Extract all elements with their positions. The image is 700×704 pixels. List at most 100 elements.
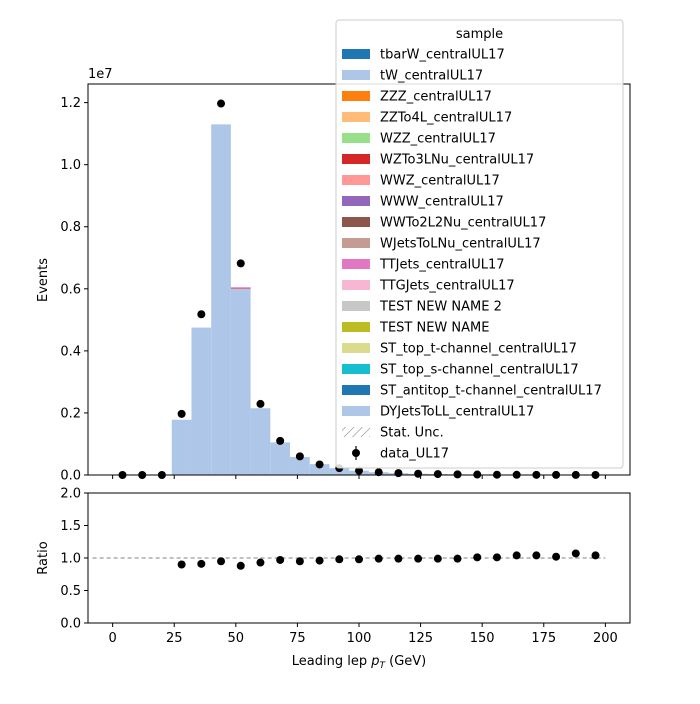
- ratio-y-axis: 0.0 0.5 1.0 1.5 2.0: [60, 487, 88, 632]
- data-point-17: [453, 470, 462, 479]
- data-point-4: [197, 310, 206, 319]
- bar-1-6: [230, 288, 251, 289]
- legend-swatch-8: [342, 217, 370, 227]
- legend-label-16: ST_antitop_t-channel_centralUL17: [380, 384, 602, 399]
- legend-label-14: ST_top_t-channel_centralUL17: [380, 342, 577, 357]
- ratio-point-7: [315, 556, 324, 565]
- ratio-point-20: [571, 549, 580, 558]
- top-y-tick-label-2: 0.4: [60, 344, 81, 359]
- ratio-point-4: [256, 558, 265, 567]
- legend-swatch-17: [342, 406, 370, 416]
- legend-label-5: WZTo3LNu_centralUL17: [380, 153, 534, 168]
- ratio-point-10: [374, 554, 383, 563]
- legend-label-3: ZZTo4L_centralUL17: [380, 111, 512, 126]
- legend-title: sample: [456, 27, 503, 42]
- x-tick-label-8: 200: [593, 631, 618, 646]
- ratio-point-17: [512, 551, 521, 560]
- bar-0-3: [171, 419, 192, 475]
- ratio-point-8: [335, 555, 344, 564]
- ratio-y-axis-label: Ratio: [36, 541, 51, 574]
- legend-swatch-16: [342, 385, 370, 395]
- ratio-y-tick-label-2: 1.0: [60, 552, 81, 567]
- ratio-point-9: [355, 555, 363, 564]
- legend-swatch-6: [342, 175, 370, 185]
- ratio-point-2: [217, 557, 226, 566]
- ratio-point-5: [276, 555, 285, 564]
- x-axis-label: Leading lep pT (GeV): [292, 654, 426, 671]
- legend-label-7: WWW_centralUL17: [380, 195, 504, 210]
- data-point-5: [217, 99, 226, 108]
- ratio-panel: 0.0 0.5 1.0 1.5 2.0 0 25 50 75 100 125 150 175 200 R…: [36, 487, 631, 671]
- x-axis-label-subscript: T: [379, 661, 386, 671]
- legend-swatch-3: [342, 112, 370, 122]
- bar-0-9: [290, 457, 310, 475]
- bar-2-6: [230, 287, 251, 289]
- legend-label-4: WZZ_centralUL17: [380, 132, 496, 147]
- ratio-point-19: [552, 552, 561, 561]
- legend-swatch-13: [342, 322, 370, 332]
- legend-swatch-11: [342, 280, 370, 290]
- legend-swatch-14: [342, 343, 370, 353]
- x-tick-label-5: 125: [408, 631, 433, 646]
- top-y-tick-label-0: 0.0: [60, 469, 81, 484]
- data-point-10: [315, 460, 324, 469]
- bar-0-10: [309, 464, 330, 475]
- x-tick-label-6: 150: [470, 631, 495, 646]
- legend-label-10: TTJets_centralUL17: [379, 258, 505, 273]
- legend-label-9: WJetsToLNu_centralUL17: [380, 237, 541, 252]
- top-y-tick-label-1: 0.2: [60, 406, 81, 421]
- legend-label-8: WWTo2L2Nu_centralUL17: [380, 216, 546, 231]
- legend-swatch-15: [342, 364, 370, 374]
- legend-swatch-4: [342, 133, 370, 143]
- top-y-tick-label-4: 0.8: [60, 220, 81, 235]
- data-point-3: [177, 409, 186, 418]
- top-y-tick-label-3: 0.6: [60, 282, 81, 297]
- legend-label-18: Stat. Unc.: [380, 426, 444, 441]
- legend-swatch-1: [342, 70, 370, 80]
- top-x-ticks: [112, 475, 606, 479]
- x-tick-label-0: 0: [108, 631, 116, 646]
- legend-label-1: tW_centralUL17: [380, 69, 483, 84]
- ratio-point-14: [453, 554, 462, 563]
- legend-swatch-0: [342, 49, 370, 59]
- legend-entries: tbarW_centralUL17 tW_centralUL17 ZZZ_centr…: [342, 48, 602, 462]
- x-axis-label-symbol: p: [370, 654, 379, 669]
- legend-label-6: WWZ_centralUL17: [380, 174, 500, 189]
- y-offset-text: 1e7: [88, 67, 113, 82]
- legend-swatch-2: [342, 91, 370, 101]
- x-tick-label-4: 100: [347, 631, 372, 646]
- x-tick-label-1: 25: [166, 631, 183, 646]
- bar-0-6: [230, 288, 251, 475]
- legend-swatch-10: [342, 259, 370, 269]
- top-y-tick-label-6: 1.2: [60, 96, 81, 111]
- legend-swatch-18: [342, 427, 370, 437]
- ratio-y-tick-label-0: 0.0: [60, 617, 81, 632]
- x-tick-label-2: 50: [228, 631, 245, 646]
- data-point-6: [236, 259, 245, 268]
- legend-swatch-12: [342, 301, 370, 311]
- legend-swatch-7: [342, 196, 370, 206]
- legend-label-13: TEST NEW NAME: [379, 321, 489, 336]
- ratio-point-0: [177, 560, 186, 569]
- ratio-point-15: [473, 553, 482, 562]
- data-point-16: [433, 470, 442, 479]
- bar-0-7: [250, 408, 271, 475]
- ratio-point-3: [236, 561, 245, 570]
- ratio-point-13: [433, 554, 442, 563]
- data-point-9: [295, 452, 304, 461]
- bar-0-5: [211, 124, 231, 475]
- legend-label-12: TEST NEW NAME 2: [379, 300, 502, 315]
- ratio-point-11: [394, 554, 403, 563]
- ratio-x-axis: 0 25 50 75 100 125 150 175 200: [108, 623, 618, 646]
- data-point-12: [355, 466, 363, 475]
- ratio-points: [177, 549, 600, 570]
- ratio-point-12: [414, 554, 423, 563]
- x-tick-label-3: 75: [289, 631, 306, 646]
- top-bars: [171, 124, 606, 476]
- legend-swatch-9: [342, 238, 370, 248]
- ratio-point-18: [532, 551, 541, 560]
- data-point-13: [374, 468, 383, 477]
- bar-0-4: [191, 327, 212, 475]
- ratio-y-tick-label-3: 1.5: [60, 519, 81, 534]
